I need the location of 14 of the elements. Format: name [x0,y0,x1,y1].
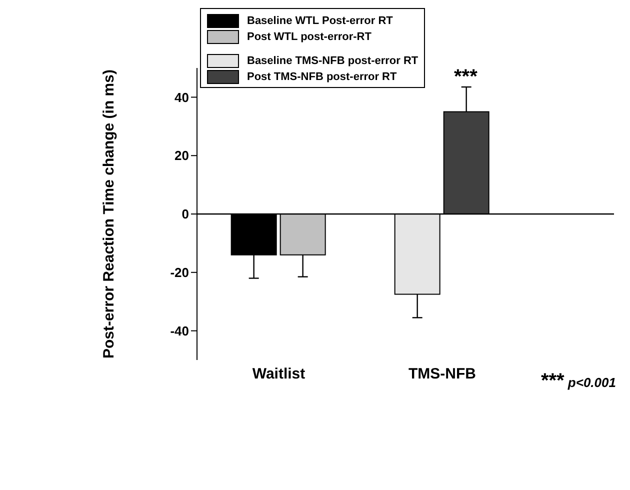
text: *** p<0.001 [540,370,616,392]
x-tick-label: Waitlist [252,366,306,383]
y-tick-label: 0 [182,206,189,222]
legend-label: Post TMS-NFB post-error RT [247,71,397,83]
y-tick-label: 20 [174,148,189,164]
legend-label: Post WTL post-error-RT [247,31,372,43]
legend-label: Baseline WTL Post-error RT [247,15,393,27]
y-tick-label: -40 [170,323,189,338]
y-tick-label: 40 [174,90,189,105]
y-axis-title: Post-error Reaction Time change (in ms) [100,70,118,358]
annotation: *** [454,66,478,88]
x-tick-label: TMS-NFB [408,366,476,383]
y-tick-label: -20 [170,265,189,280]
legend-label: Baseline TMS-NFB post-error RT [247,55,418,67]
